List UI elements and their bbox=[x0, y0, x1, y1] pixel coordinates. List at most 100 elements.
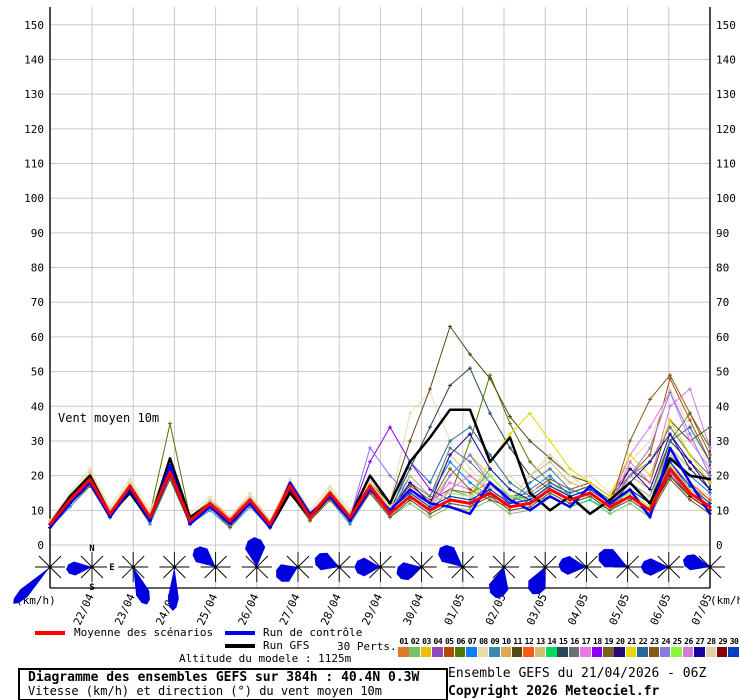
perturbation-color-swatch bbox=[511, 647, 523, 657]
wind-direction-wedge bbox=[396, 562, 422, 581]
perturbation-color-swatch bbox=[603, 647, 614, 657]
perturbation-legend-item: 28 bbox=[705, 636, 717, 657]
perturbation-number: 05 bbox=[444, 637, 454, 646]
perturbation-number: 15 bbox=[558, 637, 568, 646]
svg-text:140: 140 bbox=[24, 53, 44, 66]
perturbation-number: 12 bbox=[524, 637, 534, 646]
svg-text:50: 50 bbox=[31, 366, 44, 379]
perturbation-number: 16 bbox=[570, 637, 579, 646]
perturbation-number: 27 bbox=[695, 637, 705, 646]
unit-label-right: (km/h) bbox=[710, 594, 740, 607]
date-label: 04/05 bbox=[565, 592, 591, 628]
perturbation-legend-item: 05 bbox=[443, 636, 455, 657]
wind-direction-wedge bbox=[683, 554, 710, 571]
perturbation-color-swatch bbox=[500, 647, 512, 657]
diagram-title-box: Diagramme des ensembles GEFS sur 384h : … bbox=[18, 668, 448, 700]
perturbation-legend-item: 01 bbox=[398, 636, 409, 657]
perturbation-legend-item: 16 bbox=[568, 636, 580, 657]
perturbation-legend-item: 19 bbox=[603, 636, 614, 657]
svg-text:140: 140 bbox=[716, 53, 736, 66]
wind-rose-center-dot bbox=[296, 565, 300, 569]
date-label: 25/04 bbox=[195, 591, 221, 627]
date-label: 03/05 bbox=[524, 592, 550, 628]
perturbation-legend-item: 25 bbox=[671, 636, 682, 657]
chart-title: Vent moyen 10m bbox=[58, 411, 159, 425]
svg-text:110: 110 bbox=[716, 158, 736, 171]
perturbation-legend-item: 22 bbox=[637, 636, 648, 657]
perturbation-legend-item: 06 bbox=[454, 636, 466, 657]
wind-direction-wedge bbox=[558, 556, 587, 575]
perturbation-number: 18 bbox=[593, 637, 602, 646]
wind-rose-center-dot bbox=[337, 565, 341, 569]
perturbation-number: 17 bbox=[581, 637, 591, 646]
compass-label: E bbox=[109, 563, 114, 573]
perturbation-legend-item: 15 bbox=[557, 636, 568, 657]
perturbation-color-swatch bbox=[716, 647, 728, 657]
perturbation-color-swatch bbox=[682, 647, 694, 657]
perturbation-legend-item: 27 bbox=[694, 636, 705, 657]
perturbation-legend-item: 20 bbox=[614, 636, 625, 657]
date-label: 06/05 bbox=[648, 592, 674, 628]
date-label: 23/04 bbox=[112, 591, 138, 627]
svg-text:20: 20 bbox=[31, 470, 44, 483]
wind-direction-wedge bbox=[13, 567, 50, 604]
wind-direction-wedge bbox=[245, 537, 266, 567]
wind-rose-center-dot bbox=[255, 565, 259, 569]
perturbation-color-swatch bbox=[705, 647, 717, 657]
perturbation-number: 09 bbox=[490, 637, 500, 646]
perturbation-legend-item: 23 bbox=[648, 636, 660, 657]
perturbation-color-swatch bbox=[420, 647, 432, 657]
svg-text:40: 40 bbox=[31, 400, 44, 413]
perturbation-number: 13 bbox=[536, 637, 545, 646]
compass-label: S bbox=[89, 583, 94, 593]
date-label: 26/04 bbox=[236, 591, 262, 627]
svg-text:130: 130 bbox=[24, 88, 44, 101]
model-altitude-label: Altitude du modele : 1125m bbox=[179, 652, 352, 665]
perturbation-color-swatch bbox=[523, 647, 534, 657]
wind-direction-wedge bbox=[640, 558, 669, 576]
perturbation-number: 10 bbox=[501, 637, 511, 646]
perturbation-legend-item: 14 bbox=[546, 636, 557, 657]
wind-direction-wedge bbox=[167, 567, 179, 611]
svg-text:60: 60 bbox=[716, 331, 729, 344]
date-label: 29/04 bbox=[359, 591, 385, 627]
wind-direction-wedge bbox=[133, 567, 150, 605]
gfs-line-label: Run GFS bbox=[263, 639, 310, 652]
perturbation-number: 01 bbox=[399, 637, 409, 646]
perturbation-color-swatch bbox=[637, 647, 648, 657]
svg-text:0: 0 bbox=[716, 539, 723, 552]
perturbation-color-swatch bbox=[591, 647, 603, 657]
svg-text:100: 100 bbox=[24, 192, 44, 205]
x-axis-date-labels: 22/04 23/04 24/04 25/04 26/04 27/04 28/04 29/04… bbox=[71, 591, 715, 627]
perturbation-legend-item: 12 bbox=[523, 636, 534, 657]
perturbation-legend-item: 03 bbox=[420, 636, 432, 657]
wind-rose-center-dot bbox=[172, 565, 176, 569]
wind-rose-center-dot bbox=[708, 565, 712, 569]
wind-direction-wedge bbox=[192, 546, 216, 567]
perturbation-color-swatch bbox=[557, 647, 568, 657]
svg-text:10: 10 bbox=[716, 504, 729, 517]
perturbation-legend-item: 30 bbox=[728, 636, 739, 657]
perturbation-number: 26 bbox=[684, 637, 693, 646]
wind-rose-center-dot bbox=[214, 565, 218, 569]
wind-rose-center-dot bbox=[667, 565, 671, 569]
perturbation-number: 28 bbox=[706, 637, 716, 646]
wind-direction-wedge bbox=[488, 567, 509, 598]
date-label: 30/04 bbox=[401, 591, 427, 627]
perturbation-color-swatch bbox=[671, 647, 682, 657]
perturbation-color-swatch bbox=[477, 647, 489, 657]
svg-text:80: 80 bbox=[716, 262, 729, 275]
wind-rose-center-dot bbox=[543, 565, 547, 569]
perturbation-color-swatch bbox=[728, 647, 739, 657]
perturbation-number: 02 bbox=[410, 637, 420, 646]
wind-rose-center-dot bbox=[378, 565, 382, 569]
svg-text:60: 60 bbox=[31, 331, 44, 344]
perturbation-color-swatch bbox=[398, 647, 409, 657]
perturbation-number: 19 bbox=[604, 637, 614, 646]
control-line-label: Run de contrôle bbox=[263, 626, 363, 639]
perturbation-number: 07 bbox=[467, 637, 477, 646]
control-line-swatch bbox=[225, 631, 255, 635]
perturbation-color-swatch bbox=[694, 647, 705, 657]
svg-text:30: 30 bbox=[716, 435, 729, 448]
